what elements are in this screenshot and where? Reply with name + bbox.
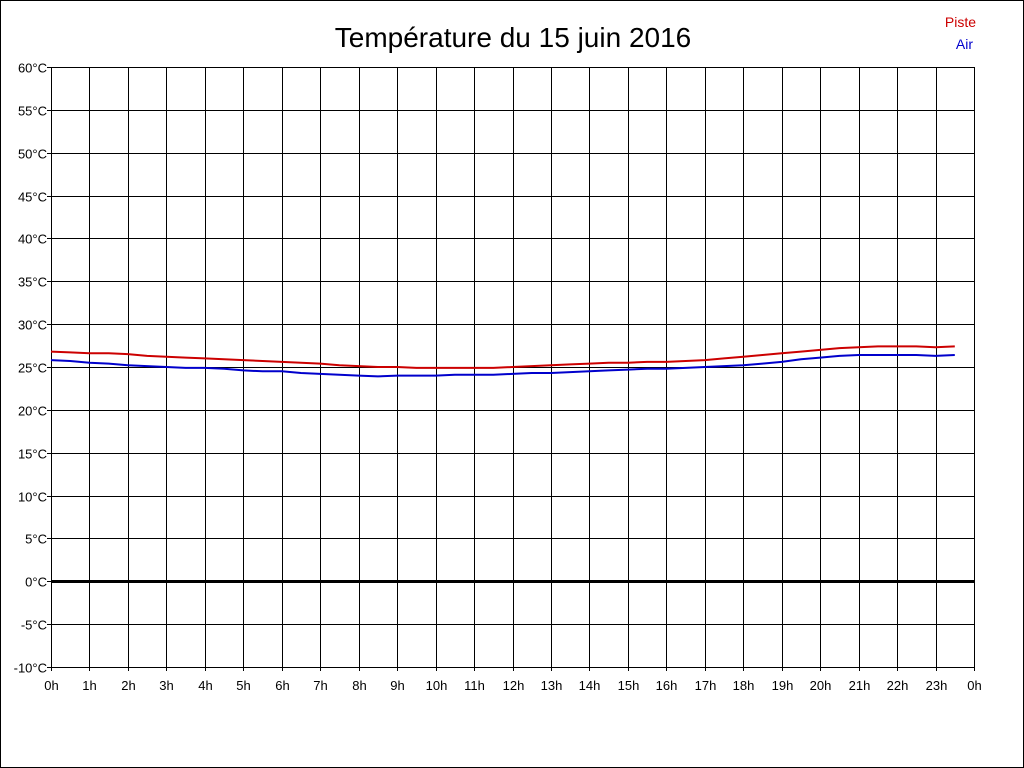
y-tick-label: 40°C xyxy=(18,232,47,247)
y-tick-label: 0°C xyxy=(25,575,47,590)
x-tick-label: 2h xyxy=(121,678,135,693)
x-tick-label: 16h xyxy=(656,678,678,693)
x-tick-label: 22h xyxy=(887,678,909,693)
x-tick-label: 9h xyxy=(390,678,404,693)
y-tick-label: 25°C xyxy=(18,361,47,376)
chart-title: Température du 15 juin 2016 xyxy=(335,22,691,53)
y-tick-label: 50°C xyxy=(18,147,47,162)
x-tick-label: 6h xyxy=(275,678,289,693)
x-axis-ticks: 0h 1h 2h 3h 4h 5h 6h 7h 8h 9h 10h 11h 12h 13h 14h 15h 16… xyxy=(44,678,981,693)
legend: Piste Air xyxy=(945,14,976,52)
x-tick-label: 12h xyxy=(503,678,525,693)
x-tick-label: 11h xyxy=(464,678,485,693)
y-tick-label: 5°C xyxy=(25,532,47,547)
x-tick-label: 0h xyxy=(44,678,58,693)
x-tick-label: 3h xyxy=(159,678,173,693)
y-tick-label: 30°C xyxy=(18,318,47,333)
x-tick-label: 5h xyxy=(236,678,250,693)
y-tick-label: -5°C xyxy=(21,618,47,633)
grid xyxy=(47,67,975,671)
y-tick-label: 55°C xyxy=(18,104,47,119)
y-tick-label: 35°C xyxy=(18,275,47,290)
x-tick-label: 15h xyxy=(618,678,640,693)
x-tick-label: 4h xyxy=(198,678,212,693)
x-tick-label: 21h xyxy=(849,678,871,693)
series-line-air xyxy=(50,354,955,378)
x-tick-label: 7h xyxy=(313,678,327,693)
x-tick-label: 19h xyxy=(772,678,794,693)
x-tick-label: 17h xyxy=(695,678,717,693)
y-tick-label: 20°C xyxy=(18,404,47,419)
x-tick-label: 13h xyxy=(541,678,563,693)
y-tick-label: -10°C xyxy=(14,661,47,676)
legend-label-air: Air xyxy=(956,36,973,52)
y-tick-label: 60°C xyxy=(18,61,47,76)
x-tick-label: 18h xyxy=(733,678,755,693)
x-tick-label: 0h xyxy=(967,678,981,693)
x-tick-label: 1h xyxy=(82,678,96,693)
series-line-piste xyxy=(50,345,955,369)
series-lines xyxy=(50,345,955,378)
y-tick-label: 45°C xyxy=(18,190,47,205)
x-tick-label: 20h xyxy=(810,678,832,693)
x-tick-label: 10h xyxy=(426,678,448,693)
x-tick-label: 14h xyxy=(579,678,601,693)
y-tick-label: 15°C xyxy=(18,447,47,462)
y-axis-ticks: 60°C 55°C 50°C 45°C 40°C 35°C 30°C 25°C 20°C 15°C… xyxy=(14,61,47,676)
y-tick-label: 10°C xyxy=(18,490,47,505)
x-tick-label: 8h xyxy=(352,678,366,693)
x-tick-label: 23h xyxy=(926,678,948,693)
legend-label-piste: Piste xyxy=(945,14,976,30)
